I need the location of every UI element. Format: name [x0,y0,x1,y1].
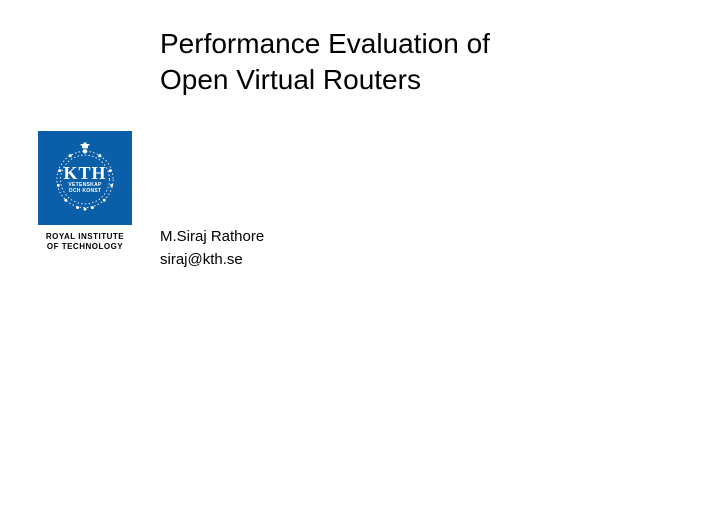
logo-text-sub: VETENSKAP OCH KONST [38,182,132,194]
logo-square: KTH VETENSKAP OCH KONST [38,131,132,225]
author-block: M.Siraj Rathore siraj@kth.se [160,226,264,271]
kth-logo: KTH VETENSKAP OCH KONST ROYAL INSTITUTE … [34,131,136,253]
caption-line-1: ROYAL INSTITUTE [34,232,136,242]
logo-text-main: KTH [38,163,132,184]
title-line-1: Performance Evaluation of [160,26,680,62]
logo-sub-2: OCH KONST [38,188,132,194]
title-line-2: Open Virtual Routers [160,62,680,98]
logo-caption: ROYAL INSTITUTE OF TECHNOLOGY [34,232,136,253]
slide-title: Performance Evaluation of Open Virtual R… [160,26,680,99]
author-email: siraj@kth.se [160,249,264,272]
caption-line-2: OF TECHNOLOGY [34,242,136,252]
author-name: M.Siraj Rathore [160,226,264,249]
slide: Performance Evaluation of Open Virtual R… [0,0,720,509]
